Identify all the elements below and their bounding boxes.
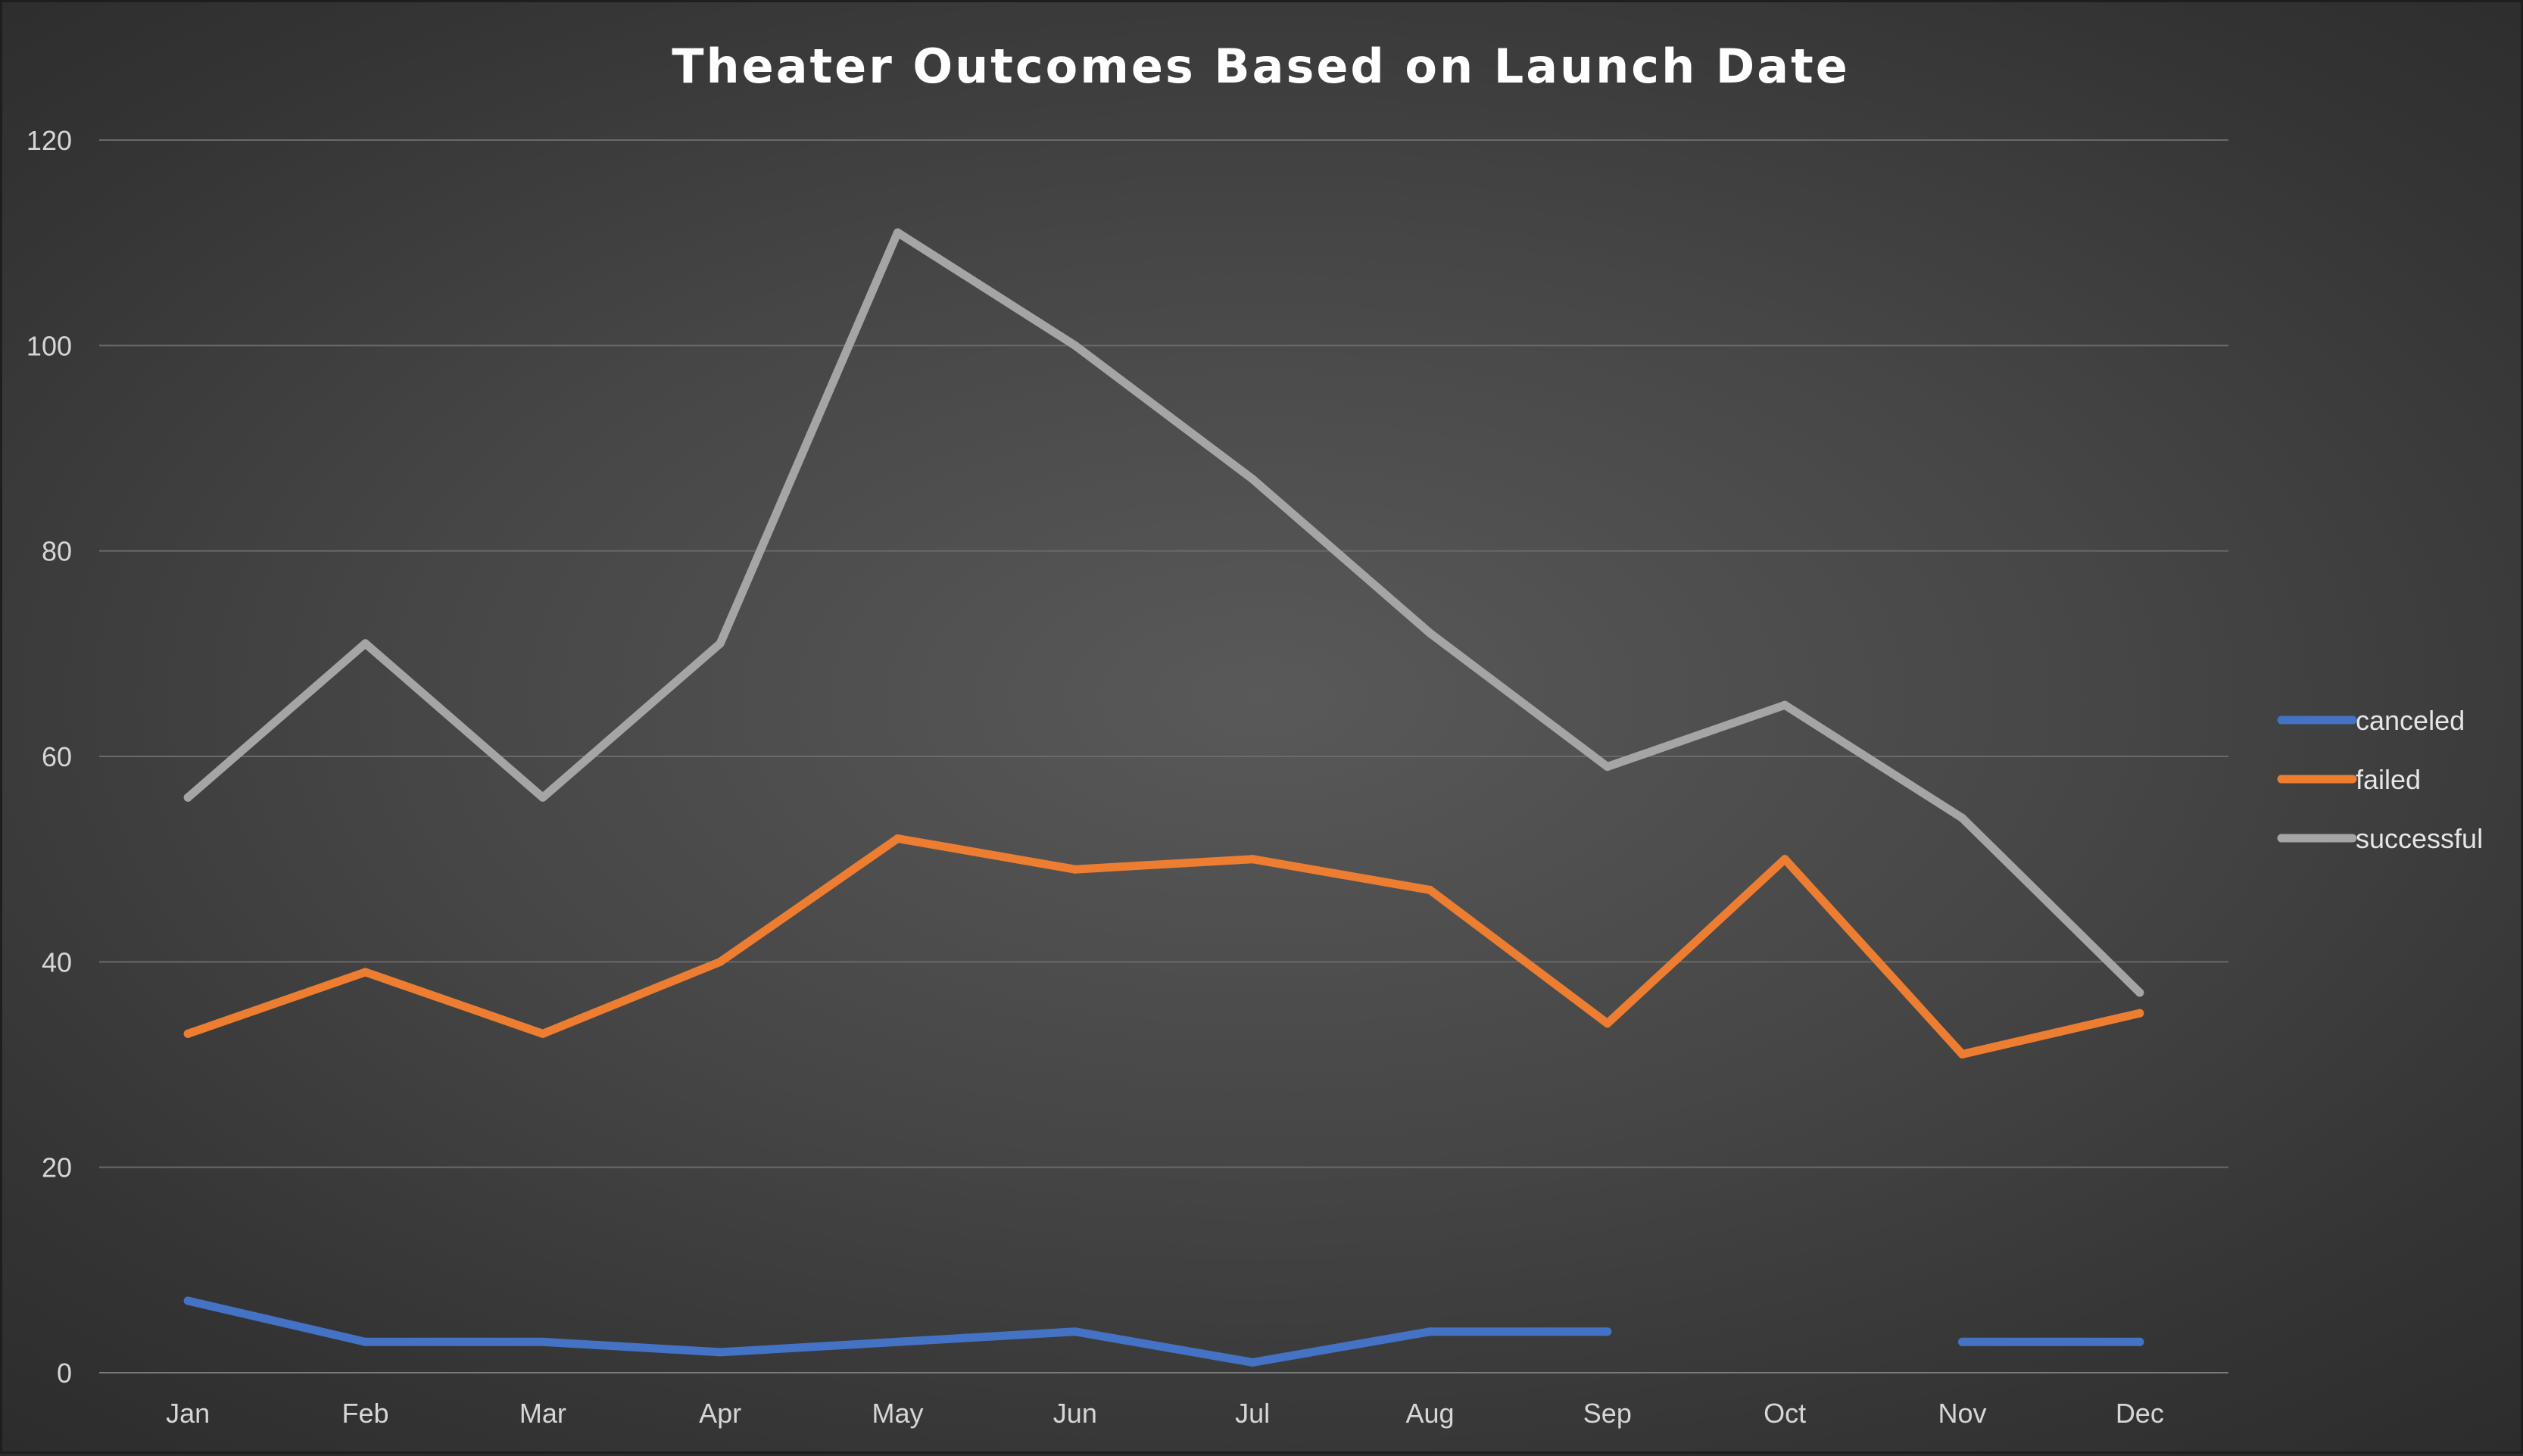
legend-label: canceled [2356, 705, 2465, 736]
data-point-successful [361, 639, 370, 648]
legend-label: successful [2356, 823, 2483, 854]
data-point-successful [893, 228, 902, 237]
data-point-failed [893, 834, 902, 843]
legend-item-successful: successful [2277, 823, 2483, 854]
data-point-failed [1248, 855, 1257, 864]
data-point-canceled [2135, 1337, 2144, 1346]
data-point-canceled [1248, 1358, 1257, 1367]
series-line-failed [183, 834, 2144, 1058]
x-tick-label: Jan [166, 1398, 210, 1429]
x-tick-label: Feb [341, 1398, 388, 1429]
data-point-successful [183, 793, 192, 802]
data-point-canceled [1071, 1327, 1080, 1336]
x-tick-label: Apr [699, 1398, 741, 1429]
data-point-canceled [361, 1337, 370, 1346]
x-tick-label: Nov [1938, 1398, 1986, 1429]
data-point-successful [716, 639, 725, 648]
data-point-successful [538, 793, 547, 802]
legend-label: failed [2356, 764, 2421, 795]
y-tick-label: 100 [27, 330, 72, 361]
data-point-canceled [716, 1348, 725, 1357]
legend-item-canceled: canceled [2277, 705, 2465, 736]
data-point-failed [1426, 885, 1434, 894]
y-tick-label: 20 [42, 1152, 72, 1183]
y-tick-label: 120 [27, 125, 72, 156]
y-tick-label: 80 [42, 536, 72, 567]
data-point-failed [1603, 1019, 1612, 1028]
data-point-canceled [893, 1337, 902, 1346]
gridlines [99, 139, 2228, 1373]
series-lines [183, 228, 2144, 1367]
x-tick-label: Jun [1053, 1398, 1097, 1429]
series-line-successful [183, 228, 2144, 997]
x-tick-label: May [872, 1398, 923, 1429]
data-point-successful [1958, 813, 1966, 822]
legend-item-failed: failed [2277, 764, 2421, 795]
series-canceled [183, 1296, 2144, 1367]
series-failed [183, 834, 2144, 1058]
x-tick-label: Aug [1405, 1398, 1454, 1429]
data-point-failed [1958, 1049, 1966, 1058]
series-successful [183, 228, 2144, 997]
legend: canceled failed successful [2277, 705, 2483, 854]
x-axis-tick-labels: Jan Feb Mar Apr May Jun Jul Aug Sep Oct Nov Dec [166, 1398, 2164, 1429]
data-point-successful [1603, 762, 1612, 772]
data-point-successful [1248, 475, 1257, 484]
x-tick-label: Sep [1583, 1398, 1632, 1429]
x-tick-label: Dec [2116, 1398, 2164, 1429]
x-tick-label: Jul [1235, 1398, 1270, 1429]
data-point-failed [538, 1029, 547, 1038]
series-line-canceled [183, 1296, 1612, 1367]
data-point-canceled [1603, 1327, 1612, 1336]
data-point-successful [1426, 628, 1434, 638]
y-tick-label: 0 [57, 1358, 72, 1389]
data-point-successful [1780, 700, 1789, 709]
x-tick-label: Mar [519, 1398, 566, 1429]
data-point-successful [2135, 988, 2144, 997]
y-tick-label: 60 [42, 741, 72, 772]
data-point-canceled [538, 1337, 547, 1346]
data-point-canceled [1958, 1337, 1966, 1346]
data-point-failed [361, 968, 370, 977]
data-point-failed [716, 957, 725, 966]
data-point-failed [2135, 1009, 2144, 1018]
data-point-failed [1780, 855, 1789, 864]
x-tick-label: Oct [1764, 1398, 1806, 1429]
data-point-successful [1071, 341, 1080, 350]
chart-title: Theater Outcomes Based on Launch Date [672, 39, 1850, 94]
data-point-canceled [183, 1296, 192, 1305]
data-point-failed [183, 1029, 192, 1038]
y-axis-tick-labels: 0 20 40 60 80 100 120 [27, 125, 72, 1389]
data-point-canceled [1426, 1327, 1434, 1336]
y-tick-label: 40 [42, 946, 72, 977]
data-point-failed [1071, 865, 1080, 874]
